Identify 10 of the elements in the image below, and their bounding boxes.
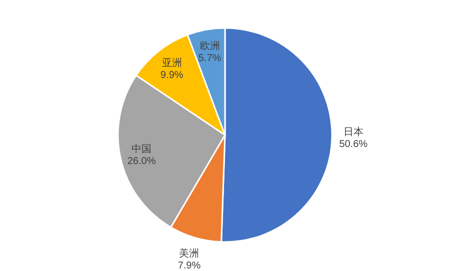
slice-label: 日本 xyxy=(343,126,364,138)
data-label: 50.6% xyxy=(339,139,368,150)
data-label: 9.9% xyxy=(160,70,184,81)
slice-label: 中国 xyxy=(132,143,152,156)
data-label: 7.9% xyxy=(178,260,201,271)
slice-label: 亚洲 xyxy=(162,56,182,69)
slice-label: 欧洲 xyxy=(200,40,220,52)
slice-label: 美洲 xyxy=(179,247,200,260)
data-label: 26.0% xyxy=(127,156,156,168)
data-label: 5.7% xyxy=(198,52,222,64)
